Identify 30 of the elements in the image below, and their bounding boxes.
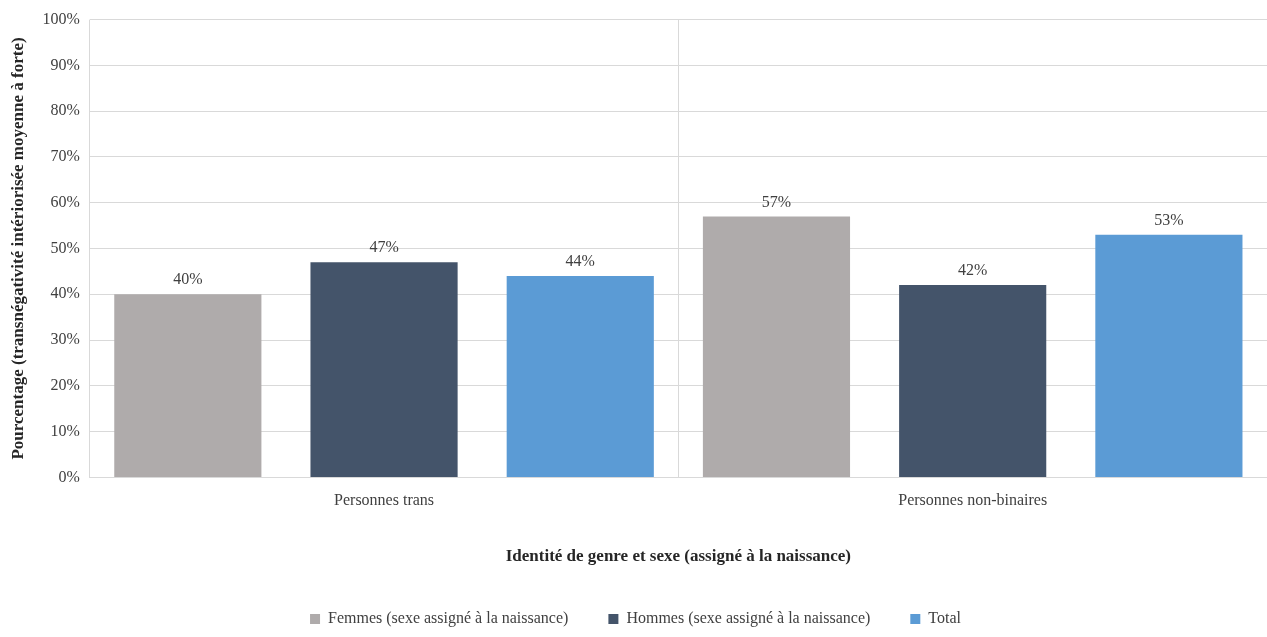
x-tick-label: Personnes non-binaires [898, 491, 1048, 509]
x-tick-label: Personnes trans [334, 491, 435, 509]
y-tick-label: 10% [50, 421, 80, 439]
y-tick-label: 40% [50, 284, 80, 302]
bar [899, 285, 1047, 477]
data-label: 40% [173, 270, 203, 288]
y-tick-label: 90% [50, 55, 80, 73]
data-label: 53% [1154, 210, 1184, 228]
y-tick-label: 30% [50, 330, 80, 348]
legend-label: Femmes (sexe assigné à la naissance) [328, 609, 569, 628]
y-tick-label: 100% [42, 9, 80, 27]
y-tick-label: 60% [50, 192, 80, 210]
data-label: 44% [565, 252, 595, 270]
data-label: 42% [958, 261, 988, 279]
y-tick-label: 0% [58, 467, 80, 485]
data-label: 47% [369, 238, 399, 256]
bar [702, 216, 851, 477]
bar [114, 294, 262, 477]
y-tick-label: 70% [50, 147, 80, 165]
legend-label: Total [928, 609, 962, 627]
y-tick-label: 20% [50, 376, 80, 394]
y-tick-label: 50% [50, 238, 80, 256]
data-label: 57% [761, 192, 792, 210]
y-axis-title: Pourcentage (transnégativité intériorisée moyenne à forte) [7, 37, 27, 460]
legend-label: Hommes (sexe assigné à la naissance) [626, 609, 871, 628]
bar [1095, 234, 1243, 477]
bar [310, 262, 458, 477]
bar [506, 275, 654, 477]
x-axis-title: Identité de genre et sexe (assigné à la naissance) [505, 546, 852, 566]
y-tick-label: 80% [50, 101, 80, 119]
